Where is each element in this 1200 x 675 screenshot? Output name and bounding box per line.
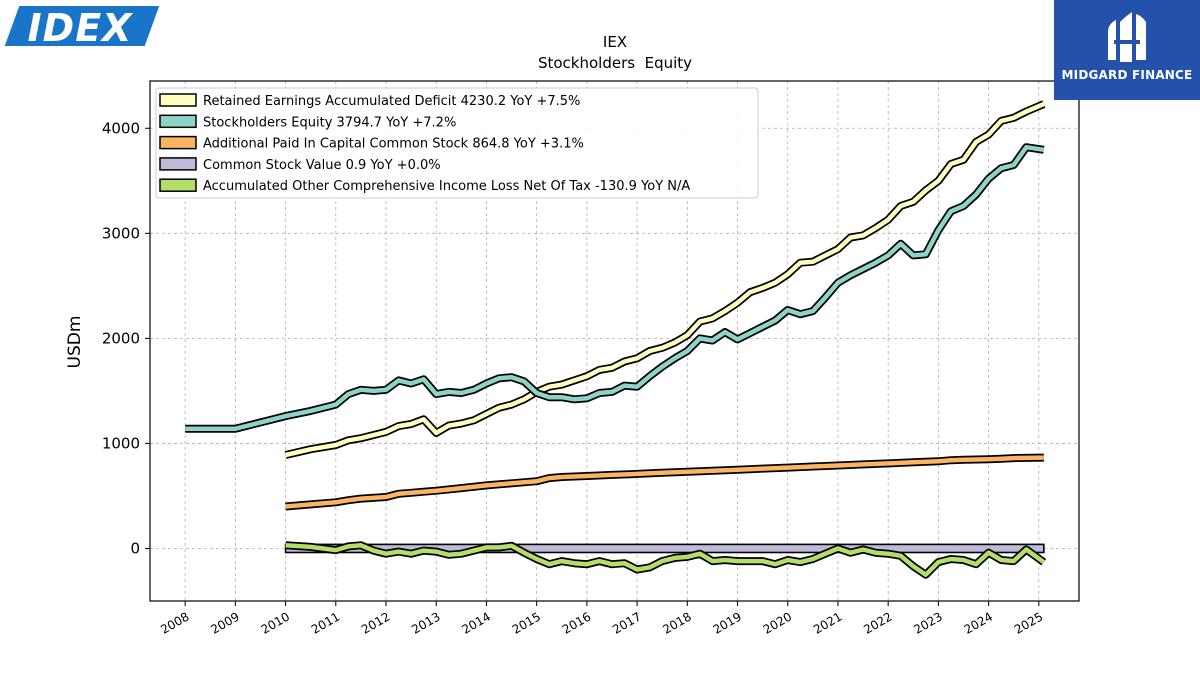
x-tick-label: 2010 <box>259 609 292 636</box>
legend-swatch <box>159 157 197 171</box>
legend-entry: Retained Earnings Accumulated Deficit 42… <box>159 93 580 109</box>
series-line <box>185 144 1045 431</box>
series-line <box>285 455 1044 509</box>
x-tick-label: 2024 <box>962 609 995 636</box>
x-tick-label: 2014 <box>459 609 492 636</box>
legend-label: Additional Paid In Capital Common Stock … <box>203 137 584 152</box>
legend-entry: Additional Paid In Capital Common Stock … <box>159 135 584 152</box>
x-tick-label: 2018 <box>660 609 693 636</box>
idex-logo-text: IDEX <box>28 6 134 48</box>
legend-swatch <box>159 135 197 150</box>
x-tick-label: 2020 <box>761 609 794 636</box>
plot-frame <box>149 80 1080 602</box>
chart-title: IEX <box>603 33 627 51</box>
legend-label: Retained Earnings Accumulated Deficit 42… <box>203 94 580 109</box>
x-tick-label: 2008 <box>158 609 191 636</box>
y-tick-label: 4000 <box>102 119 140 137</box>
legend-swatch <box>159 178 197 192</box>
legend-swatch <box>159 114 197 129</box>
midgard-finance-name: MIDGARD FINANCE <box>1061 68 1193 82</box>
series-5 <box>285 541 1047 579</box>
series-1 <box>284 100 1046 459</box>
series-line <box>285 543 1046 577</box>
plot-series <box>185 100 1047 579</box>
series-2 <box>185 143 1045 433</box>
legend-entry: Stockholders Equity 3794.7 YoY +7.2% <box>159 114 456 130</box>
x-tick-label: 2025 <box>1012 609 1045 636</box>
x-tick-label: 2012 <box>359 609 392 636</box>
x-tick-label: 2013 <box>409 609 442 636</box>
midgard-finance-logo: MIDGARD FINANCE <box>1054 0 1200 100</box>
x-tick-label: 2023 <box>911 609 944 636</box>
x-tick-label: 2017 <box>610 609 643 636</box>
chart-subtitle: Stockholders Equity <box>538 54 692 72</box>
y-axis-label: USDm <box>65 316 85 369</box>
idex-logo: IDEX <box>4 4 160 50</box>
legend-swatch <box>159 93 197 107</box>
midgard-emblem-icon <box>1108 12 1146 62</box>
x-tick-label: 2011 <box>309 609 342 636</box>
x-tick-label: 2016 <box>560 609 593 636</box>
legend-label: Stockholders Equity 3794.7 YoY +7.2% <box>203 115 456 130</box>
y-tick-label: 2000 <box>102 329 140 347</box>
series-3 <box>285 453 1044 511</box>
y-tick-label: 0 <box>130 539 140 557</box>
y-tick-label: 3000 <box>102 224 140 242</box>
legend-label: Common Stock Value 0.9 YoY +0.0% <box>203 158 441 173</box>
x-tick-label: 2021 <box>811 609 844 636</box>
legend-entry: Accumulated Other Comprehensive Income L… <box>159 178 690 194</box>
series-line <box>285 102 1045 458</box>
idex-logo-mark: IDEX <box>4 6 160 50</box>
legend-box <box>155 87 759 199</box>
y-tick-label: 1000 <box>102 434 140 452</box>
x-tick-label: 2015 <box>510 609 543 636</box>
x-tick-label: 2009 <box>208 609 241 636</box>
series-line-outline <box>285 453 1044 511</box>
x-tick-label: 2019 <box>711 609 744 636</box>
legend-label: Accumulated Other Comprehensive Income L… <box>203 179 690 194</box>
x-tick-label: 2022 <box>861 609 894 636</box>
legend: Retained Earnings Accumulated Deficit 42… <box>155 87 759 199</box>
legend-entry: Common Stock Value 0.9 YoY +0.0% <box>159 157 441 173</box>
